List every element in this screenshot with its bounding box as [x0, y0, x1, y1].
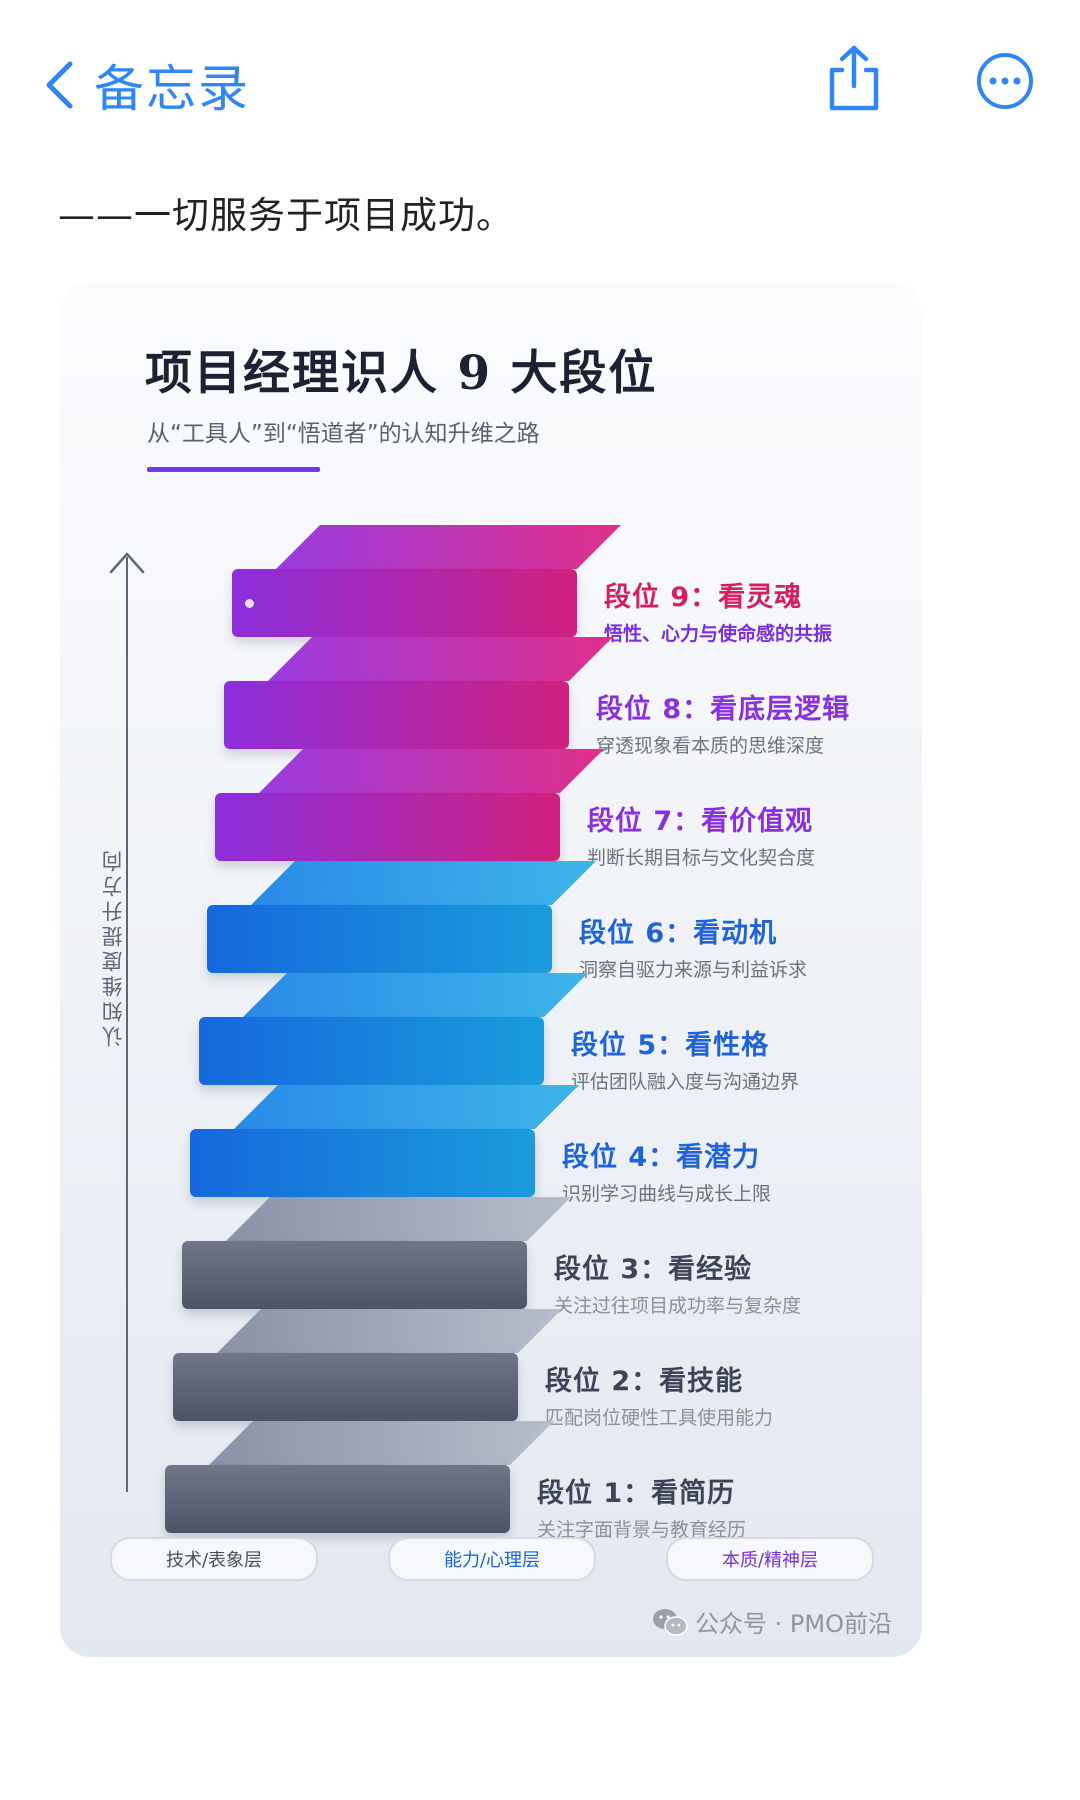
- step-block-5: [199, 1017, 544, 1085]
- step-desc-9: 悟性、心力与使命感的共振: [604, 623, 833, 645]
- watermark: 公众号 · PMO前沿: [651, 1604, 892, 1639]
- step-title-9: 段位 9：看灵魂: [604, 582, 803, 613]
- step-desc-1: 关注字面背景与教育经历: [537, 1519, 747, 1541]
- step-title-5: 段位 5：看性格: [571, 1030, 770, 1061]
- more-button[interactable]: [976, 52, 1034, 114]
- infographic-title: 项目经理识人 9 大段位: [145, 346, 658, 401]
- step-top-face: [234, 1085, 579, 1129]
- step-block-9: [232, 569, 577, 637]
- back-button[interactable]: 备忘录: [44, 50, 250, 120]
- step-desc-2: 匹配岗位硬性工具使用能力: [545, 1407, 774, 1429]
- step-top-face: [251, 861, 596, 905]
- share-icon: [829, 45, 879, 111]
- chevron-left-icon: [46, 61, 73, 109]
- step-desc-3: 关注过往项目成功率与复杂度: [554, 1295, 802, 1317]
- watermark-text: 公众号 · PMO前沿: [695, 1610, 892, 1638]
- step-top-face: [243, 973, 588, 1017]
- wechat-icon: [653, 1608, 688, 1636]
- step-top-face: [259, 749, 604, 793]
- back-label: 备忘录: [94, 60, 250, 118]
- legend-pill-ability: 能力/心理层: [388, 1537, 596, 1581]
- step-top-face: [226, 1197, 571, 1241]
- step-block-6: [207, 905, 552, 973]
- step-top-face: [217, 1309, 562, 1353]
- step-desc-8: 穿透现象看本质的思维深度: [596, 735, 825, 757]
- arrow-up-icon: [109, 552, 145, 574]
- step-block-2: [173, 1353, 518, 1421]
- legend-pill-essence: 本质/精神层: [666, 1537, 874, 1581]
- legend-pill-surface: 技术/表象层: [110, 1537, 318, 1581]
- step-block-3: [182, 1241, 527, 1309]
- step-top-face: [209, 1421, 554, 1465]
- note-text: ——一切服务于项目成功。: [58, 194, 514, 237]
- step-desc-5: 评估团队融入度与沟通边界: [571, 1071, 800, 1093]
- step-title-6: 段位 6：看动机: [579, 918, 778, 949]
- step-top-face: [276, 525, 621, 569]
- step-top-face: [268, 637, 613, 681]
- step-desc-7: 判断长期目标与文化契合度: [587, 847, 816, 869]
- legend-label: 本质/精神层: [721, 1550, 819, 1571]
- step-title-1: 段位 1：看简历: [537, 1478, 736, 1509]
- step-title-8: 段位 8：看底层逻辑: [596, 694, 851, 725]
- step-title-7: 段位 7：看价值观: [587, 806, 814, 837]
- step-desc-4: 识别学习曲线与成长上限: [562, 1183, 772, 1205]
- legend-label: 能力/心理层: [443, 1550, 541, 1571]
- step-block-4: [190, 1129, 535, 1197]
- infographic-image[interactable]: 项目经理识人 9 大段位 从“工具人”到“悟道者”的认知升维之路 认知维度提升方…: [60, 282, 922, 1657]
- step-title-3: 段位 3：看经验: [554, 1254, 753, 1285]
- highlight-dot: [245, 599, 254, 608]
- step-block-7: [215, 793, 560, 861]
- step-block-8: [224, 681, 569, 749]
- step-title-4: 段位 4：看潜力: [562, 1142, 761, 1173]
- axis-line: [126, 557, 128, 1492]
- share-button[interactable]: [826, 44, 882, 116]
- more-icon: [977, 53, 1033, 109]
- axis-label: 认知维度提升方向: [101, 847, 125, 1047]
- legend-label: 技术/表象层: [165, 1550, 263, 1571]
- step-title-2: 段位 2：看技能: [545, 1366, 744, 1397]
- step-block-1: [165, 1465, 510, 1533]
- step-desc-6: 洞察自驱力来源与利益诉求: [579, 959, 808, 981]
- title-underline: [147, 467, 320, 472]
- infographic-subtitle: 从“工具人”到“悟道者”的认知升维之路: [147, 421, 540, 447]
